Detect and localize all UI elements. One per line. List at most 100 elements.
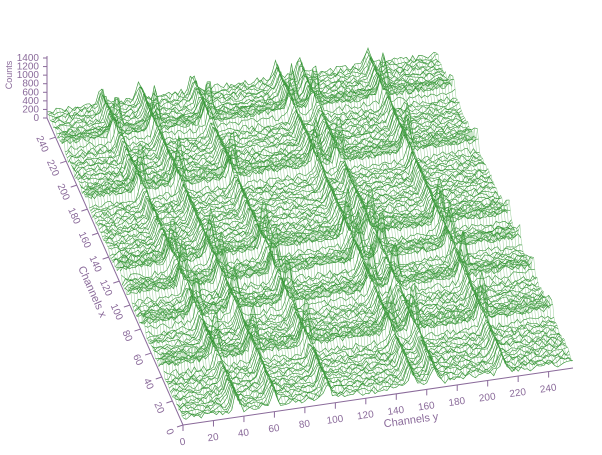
surface-column-line (327, 70, 464, 380)
surface-column-line (378, 59, 516, 372)
surface-column-line (333, 71, 470, 376)
surface-column-line (211, 88, 348, 396)
surface-column-line (247, 84, 385, 390)
z-tick-label: 600 (22, 87, 39, 98)
y-tick-label: 160 (417, 400, 435, 413)
x-tick (144, 352, 152, 356)
surface-column-line (183, 94, 321, 398)
y-tick-label: 0 (179, 437, 186, 449)
surface-column-line (342, 66, 479, 375)
surface-column-line (388, 60, 525, 370)
surface-column-line (400, 57, 537, 366)
z-tick-label: 0 (33, 113, 39, 124)
surface-column-line (336, 66, 473, 377)
z-tick-label: 800 (22, 79, 39, 90)
x-tick-label: 220 (44, 158, 61, 178)
surface-column-line (80, 107, 217, 415)
surface-column-line (101, 89, 238, 395)
surface-row-line (171, 326, 562, 394)
surface-column-line (281, 75, 418, 384)
y-tick-label: 120 (356, 409, 374, 422)
x-tick (70, 184, 77, 188)
surface-column-line (357, 63, 494, 376)
surface-column-line (421, 55, 558, 368)
surface-column-line (190, 76, 327, 387)
x-tick (49, 136, 56, 140)
x-tick-label: 20 (151, 401, 166, 416)
surface-column-line (314, 74, 452, 381)
surface-column-line (46, 111, 184, 418)
x-tick (113, 280, 120, 284)
surface-column-line (275, 60, 412, 369)
surface-column-line (302, 69, 440, 377)
surface-column-line (159, 95, 296, 403)
surface-column-line (217, 83, 354, 395)
surface-column-line (290, 74, 427, 383)
surface-column-line (351, 65, 488, 374)
x-tick (134, 328, 141, 332)
surface-column-line (208, 86, 345, 397)
surface-column-line (354, 63, 491, 373)
surface-column-line (406, 57, 543, 367)
surface-column-line (385, 61, 522, 369)
surface-column-line (250, 83, 388, 391)
surface-column-line (409, 58, 546, 366)
surface-column-line (424, 56, 561, 365)
surface-column-line (412, 55, 549, 365)
surface-column-line (223, 87, 360, 394)
surface-column-line (372, 61, 510, 368)
x-tick-label: 100 (108, 302, 125, 322)
surface-column-line (360, 63, 497, 369)
surface-column-line (375, 61, 513, 372)
surface-column-line (418, 55, 555, 366)
surface-column-line (113, 101, 251, 408)
surface-column-line (235, 85, 373, 392)
surface-column-line (119, 100, 257, 410)
surface-column-line (366, 47, 504, 358)
surface-column-line (324, 71, 461, 379)
surface-column-line (293, 72, 430, 377)
surface-column-line (272, 71, 409, 381)
surface-column-line (287, 73, 424, 385)
surface-column-line (141, 87, 278, 399)
surface-column-line (394, 57, 531, 372)
x-tick-label: 80 (119, 329, 134, 344)
surface-column-line (433, 52, 571, 361)
y-tick-label: 220 (509, 387, 527, 400)
x-tick-label: 40 (141, 377, 156, 392)
surface-column-line (199, 87, 336, 395)
x-tick (123, 304, 131, 308)
x-tick-label: 0 (163, 427, 175, 437)
surface-column-line (126, 98, 263, 405)
surface-column-line (220, 86, 357, 393)
surface-column-line (104, 102, 241, 405)
x-tick (166, 400, 173, 404)
surface-column-line (71, 108, 208, 414)
z-tick-label: 1400 (17, 53, 40, 64)
surface-column-line (269, 77, 406, 384)
surface-column-line (382, 63, 519, 372)
surface-column-line (62, 109, 199, 416)
surface-mesh (46, 47, 574, 420)
y-tick-label: 20 (207, 432, 220, 445)
surface-column-line (232, 85, 370, 394)
surface-column-line (427, 58, 565, 363)
surface-column-line (403, 58, 540, 367)
surface-column-line (205, 89, 342, 395)
surface-column-line (177, 94, 315, 401)
x-tick (155, 376, 162, 380)
surface-column-line (147, 96, 284, 406)
surface-column-line (123, 103, 260, 409)
surface-column-line (165, 93, 302, 404)
y-tick-label: 200 (478, 391, 496, 404)
surface-column-line (55, 108, 193, 415)
x-tick (91, 232, 99, 236)
surface-column-line (168, 92, 306, 402)
y-tick-label: 80 (298, 418, 311, 431)
y-tick-label: 140 (387, 405, 405, 418)
surface-column-line (129, 98, 266, 406)
x-tick-label: 240 (33, 134, 50, 154)
x-tick-label: 180 (65, 206, 82, 226)
surface-column-line (339, 66, 476, 378)
